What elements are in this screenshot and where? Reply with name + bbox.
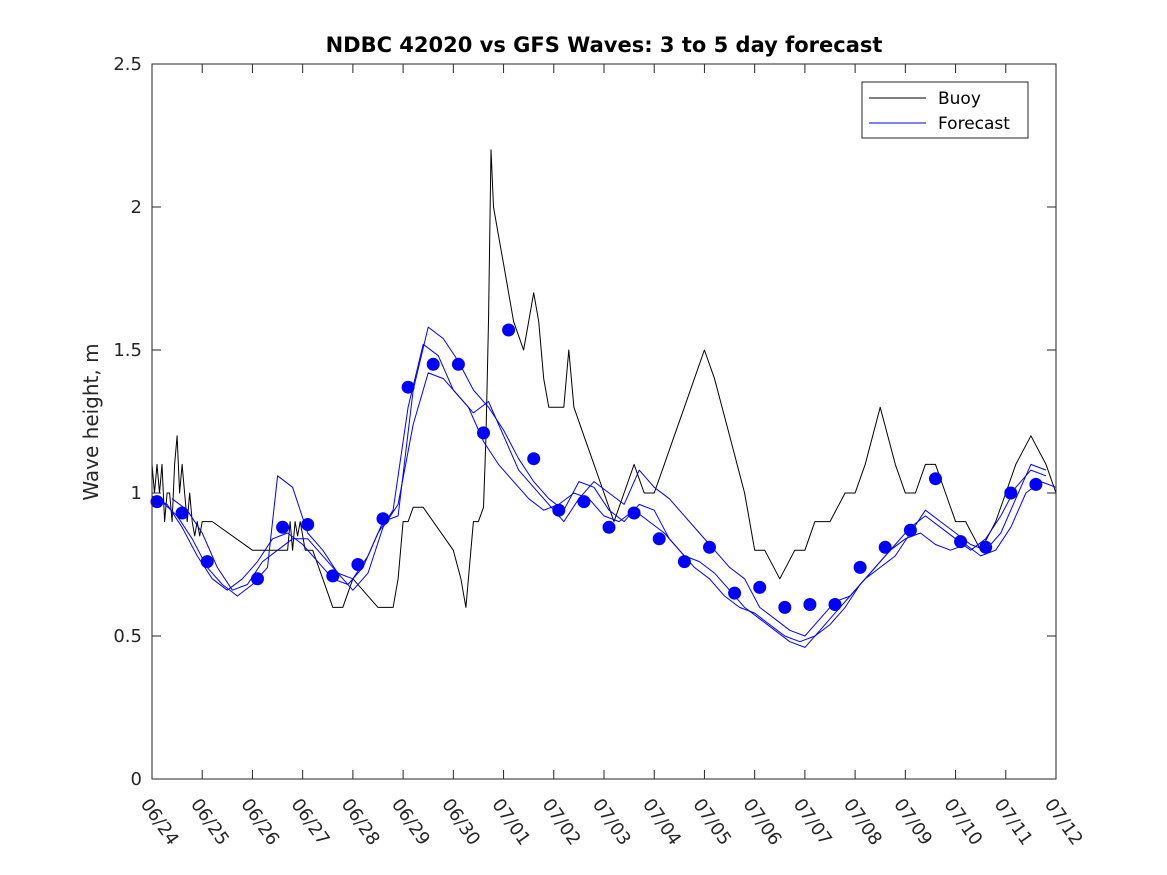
forecast-marker-point <box>251 572 264 586</box>
forecast-marker-point <box>351 558 365 571</box>
legend-label-buoy: Buoy <box>938 89 981 109</box>
forecast-marker-point <box>929 472 942 486</box>
forecast-marker-point <box>376 512 390 526</box>
legend-box <box>861 81 1029 139</box>
forecast-marker-point <box>426 357 440 371</box>
forecast-marker-point <box>778 600 792 614</box>
forecast-marker-point <box>753 580 767 594</box>
forecast-series-line-3 <box>171 372 1047 637</box>
forecast-marker-point <box>502 323 516 337</box>
forecast-marker-point <box>200 555 214 569</box>
y-tick-label: 1 <box>131 483 142 504</box>
forecast-marker-point <box>527 452 541 466</box>
y-tick-label: 2 <box>131 197 142 218</box>
forecast-marker-point <box>878 540 892 554</box>
forecast-marker-point <box>677 555 691 569</box>
forecast-marker-point <box>552 503 566 517</box>
forecast-series-line-1 <box>151 343 1057 643</box>
legend: Buoy Forecast <box>861 81 1029 139</box>
y-tick-label: 0 <box>131 769 142 790</box>
forecast-marker-point <box>401 380 415 394</box>
forecast-marker-point <box>954 535 968 549</box>
forecast-marker-point <box>803 598 817 611</box>
y-tick-label: 2.5 <box>113 54 142 75</box>
forecast-marker-point <box>1004 486 1018 500</box>
forecast-marker-point <box>150 495 164 509</box>
forecast-marker-point <box>979 540 993 554</box>
chart-title: NDBC 42020 vs GFS Waves: 3 to 5 day fore… <box>326 33 883 57</box>
y-axis-label: Wave height, m <box>79 343 103 500</box>
forecast-marker-point <box>577 495 591 509</box>
legend-label-forecast: Forecast <box>938 114 1010 134</box>
forecast-marker-point <box>451 357 465 371</box>
forecast-marker-point <box>828 598 842 611</box>
buoy-series-line-0 <box>151 149 1057 608</box>
forecast-marker-point <box>301 518 315 531</box>
forecast-marker-point <box>703 540 716 554</box>
forecast-marker-point <box>602 520 616 534</box>
forecast-marker-point <box>652 532 666 546</box>
y-tick-label: 0.5 <box>113 626 142 647</box>
forecast-marker-point <box>903 523 917 537</box>
forecast-marker-point <box>627 506 641 520</box>
forecast-marker-point <box>477 426 490 440</box>
forecast-marker-point <box>728 586 742 600</box>
forecast-marker-point <box>853 560 867 574</box>
y-tick-label: 1.5 <box>113 340 142 361</box>
forecast-marker-point <box>276 520 290 534</box>
forecast-marker-point <box>175 506 189 520</box>
forecast-marker-point <box>326 569 340 583</box>
forecast-marker-point <box>1029 477 1043 491</box>
